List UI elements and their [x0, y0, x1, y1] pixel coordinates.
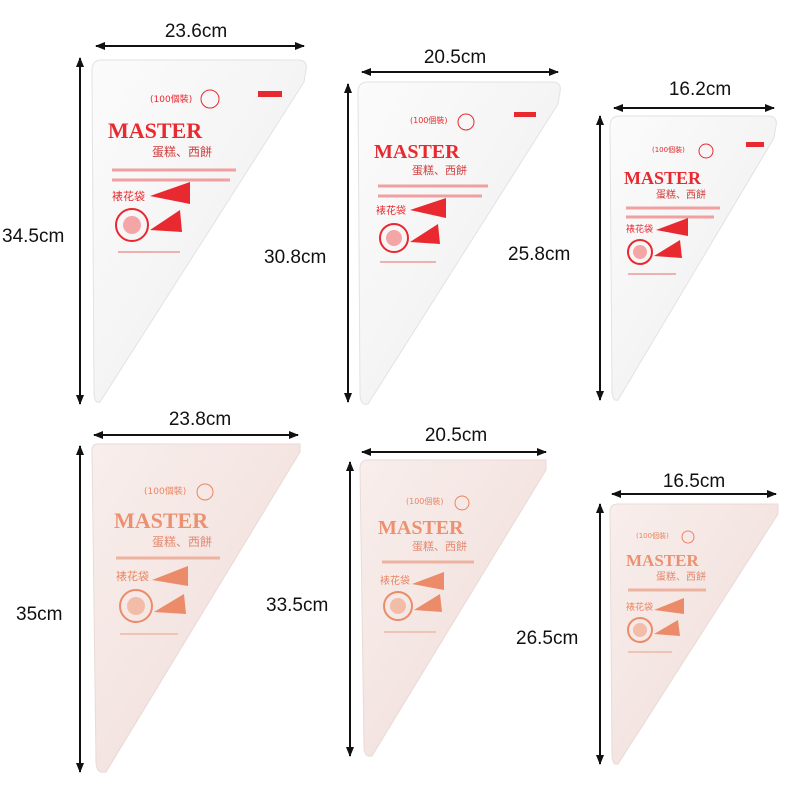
bag-5-seal-icon [383, 591, 413, 621]
bag-3-body [609, 115, 777, 401]
bag-1-height-label: 34.5cm [2, 226, 64, 247]
bag-6-seal-icon [627, 617, 653, 643]
bag-1-tear-mark [258, 91, 282, 97]
bag-5-group: (100個裝) MASTER 蛋糕、西餅 裱花袋 20.5cm 33.5cm [266, 425, 547, 757]
bag-3-piping-tip-icon [656, 218, 688, 236]
bag-5-body [359, 459, 547, 757]
bag-3-height-label: 25.8cm [508, 244, 570, 265]
bag-4-badge: (100個裝) [144, 485, 186, 497]
bag-4-body [91, 443, 301, 773]
bag-4-seal-icon [119, 589, 153, 623]
bag-4-tip-cone-icon [154, 594, 186, 614]
bag-6-seal-small-icon [681, 530, 695, 544]
bag-3-seal-icon [627, 239, 653, 265]
bag-5-brand: MASTER [378, 517, 464, 539]
bag-3-tip-cone-icon [654, 240, 682, 258]
bag-1-subtitle: 蛋糕、西餅 [152, 144, 212, 159]
bag-2-seal-inner-icon [386, 230, 402, 246]
bag-5-subtitle: 蛋糕、西餅 [412, 539, 467, 553]
bag-2-width-label: 20.5cm [424, 47, 486, 68]
bag-6-script-logo: 裱花袋 [626, 601, 653, 613]
bag-4-group: (100個裝) MASTER 蛋糕、西餅 裱花袋 23.8cm 35cm [16, 409, 301, 773]
bag-6-seal-inner-icon [633, 623, 647, 637]
bag-5-badge: (100個裝) [406, 496, 444, 506]
bag-5-tip-cone-icon [414, 594, 442, 612]
bag-2-badge: (100個裝) [410, 115, 448, 125]
bag-3-group: (100個裝) MASTER 蛋糕、西餅 裱花袋 16.2cm 25.8cm [508, 79, 777, 401]
bag-3-width-label: 16.2cm [669, 79, 731, 100]
bag-3-brand: MASTER [624, 168, 702, 188]
bag-1-badge: (100個裝) [150, 93, 192, 105]
bag-2-subtitle: 蛋糕、西餅 [412, 163, 467, 177]
bag-4-height-label: 35cm [16, 604, 62, 625]
bag-2-piping-tip-icon [410, 198, 446, 218]
bag-1-tip-cone-icon [150, 210, 182, 232]
bag-1-seal-small-icon [200, 89, 220, 109]
bag-2-body [357, 81, 561, 405]
bag-3-seal-small-icon [698, 143, 714, 159]
bag-4-seal-small-icon [196, 483, 214, 501]
bag-3-subtitle: 蛋糕、西餅 [656, 188, 706, 201]
bag-2-brand: MASTER [374, 141, 460, 163]
bag-6-brand: MASTER [626, 551, 699, 570]
bag-4-script-logo: 裱花袋 [116, 569, 149, 583]
bag-4-subtitle: 蛋糕、西餅 [152, 534, 212, 549]
bag-5-script-logo: 裱花袋 [380, 574, 410, 587]
bag-4-seal-inner-icon [127, 597, 145, 615]
bag-6-group: (100個裝) MASTER 蛋糕、西餅 裱花袋 16.5cm 26.5cm [516, 471, 779, 765]
bag-6-width-label: 16.5cm [663, 471, 725, 492]
bag-3-badge: (100個裝) [652, 145, 685, 154]
bag-5-width-label: 20.5cm [425, 425, 487, 446]
bag-5-height-label: 33.5cm [266, 595, 328, 616]
bag-2-tear-mark [514, 112, 536, 117]
bag-1-brand: MASTER [108, 118, 203, 143]
bag-4-piping-tip-icon [152, 566, 188, 586]
bag-5-seal-inner-icon [390, 598, 406, 614]
bag-5-piping-tip-icon [412, 572, 444, 590]
bag-3-seal-inner-icon [633, 245, 647, 259]
bag-6-tip-cone-icon [654, 620, 680, 636]
bag-4-brand: MASTER [114, 508, 209, 533]
bag-2-seal-icon [379, 223, 409, 253]
bag-2-script-logo: 裱花袋 [376, 204, 406, 217]
bag-2-seal-small-icon [457, 113, 475, 131]
bag-6-body [609, 503, 779, 765]
bag-1-seal-icon [115, 208, 149, 242]
bag-2-tip-cone-icon [410, 224, 440, 244]
bag-6-subtitle: 蛋糕、西餅 [656, 570, 706, 583]
bag-6-piping-tip-icon [654, 598, 684, 614]
bag-5-seal-small-icon [454, 495, 470, 511]
bag-2-group: (100個裝) MASTER 蛋糕、西餅 裱花袋 20.5cm 30.8cm [264, 47, 561, 405]
bag-1-body [91, 59, 307, 403]
bag-1-group: (100個裝) MASTER 蛋糕、西餅 裱花袋 23.6cm 34.5cm [2, 21, 307, 405]
bag-6-badge: (100個裝) [636, 531, 669, 540]
bag-1-width-label: 23.6cm [165, 21, 227, 42]
bag-3-tear-mark [746, 142, 764, 147]
bag-1-piping-tip-icon [150, 182, 190, 204]
bag-1-script-logo: 裱花袋 [112, 189, 145, 203]
bag-3-script-logo: 裱花袋 [626, 223, 653, 235]
bag-6-height-label: 26.5cm [516, 628, 578, 649]
bag-4-width-label: 23.8cm [169, 409, 231, 430]
bag-2-height-label: 30.8cm [264, 247, 326, 268]
bag-1-seal-inner-icon [123, 216, 141, 234]
